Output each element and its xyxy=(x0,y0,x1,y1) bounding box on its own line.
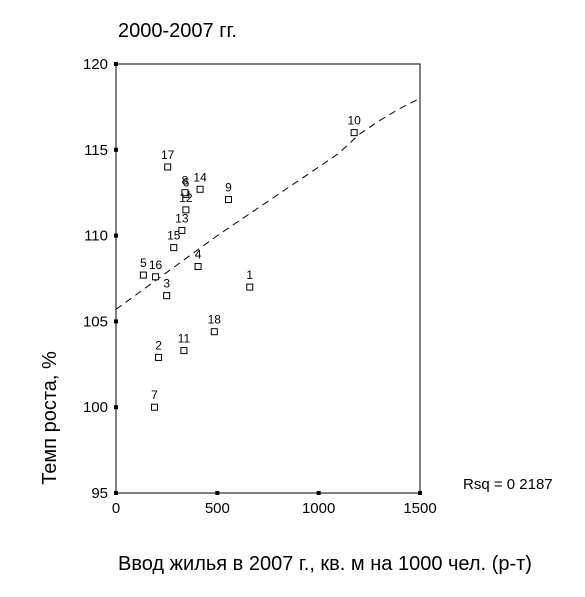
data-point-16 xyxy=(152,273,160,281)
x-tick-label-0: 0 xyxy=(112,500,120,517)
x-axis-title: Ввод жилья в 2007 г., кв. м на 1000 чел.… xyxy=(118,553,532,575)
y-axis-title: Темп роста, % xyxy=(39,351,61,485)
data-point-label-10: 10 xyxy=(347,114,361,128)
data-point-label-14: 14 xyxy=(193,170,207,184)
y-tick-mark-5 xyxy=(114,62,118,66)
data-point-label-17: 17 xyxy=(161,148,175,162)
data-point-18 xyxy=(210,328,218,336)
chart-title: 2000-2007 гг. xyxy=(118,20,237,42)
y-tick-mark-1 xyxy=(114,405,118,410)
data-point-5 xyxy=(139,271,147,279)
data-point-8 xyxy=(181,189,189,197)
y-tick-label-4: 115 xyxy=(84,142,108,159)
data-point-15 xyxy=(170,244,178,252)
data-point-label-1: 1 xyxy=(246,268,253,282)
data-point-label-12: 12 xyxy=(179,191,193,205)
data-point-9 xyxy=(224,196,232,204)
y-tick-label-0: 95 xyxy=(91,485,108,502)
data-point-12 xyxy=(182,206,190,214)
y-tick-label-3: 110 xyxy=(84,228,108,245)
data-point-label-11: 11 xyxy=(178,332,191,346)
data-point-14 xyxy=(196,185,204,193)
fit-line xyxy=(115,97,421,310)
data-point-label-4: 4 xyxy=(195,247,202,261)
plot-frame xyxy=(115,63,421,494)
data-point-label-15: 15 xyxy=(167,229,181,243)
x-tick-label-3: 1500 xyxy=(403,500,436,517)
data-point-1 xyxy=(246,283,254,291)
x-tick-mark-2 xyxy=(316,491,321,495)
data-point-label-13: 13 xyxy=(175,211,189,225)
data-point-label-7: 7 xyxy=(151,388,158,402)
x-tick-mark-3 xyxy=(418,491,422,495)
y-tick-label-1: 100 xyxy=(83,399,108,416)
y-tick-label-2: 105 xyxy=(83,313,108,330)
x-tick-label-1: 500 xyxy=(205,500,230,517)
y-tick-label-5: 120 xyxy=(83,56,108,73)
data-point-7 xyxy=(151,403,159,411)
x-tick-label-2: 1000 xyxy=(302,500,335,517)
data-point-2 xyxy=(155,353,163,361)
data-point-17 xyxy=(164,163,172,171)
data-point-label-5: 5 xyxy=(140,256,147,270)
y-tick-mark-4 xyxy=(114,147,118,152)
data-point-label-18: 18 xyxy=(208,313,222,327)
data-point-label-2: 2 xyxy=(155,338,162,352)
rsq-label: Rsq = 0 2187 xyxy=(463,476,553,493)
data-point-label-6: 6 xyxy=(183,175,190,189)
data-point-label-16: 16 xyxy=(149,258,163,272)
y-axis-ticks: 95 100 105 110 115 120 xyxy=(83,56,118,502)
data-point-10 xyxy=(350,129,358,137)
y-tick-mark-2 xyxy=(114,319,118,324)
x-tick-mark-0 xyxy=(114,491,118,495)
fit-line-path xyxy=(115,97,421,310)
data-point-3 xyxy=(163,292,171,300)
data-point-11 xyxy=(180,347,188,355)
data-point-label-9: 9 xyxy=(225,181,232,195)
x-axis-ticks: 0 500 1000 1500 xyxy=(112,491,437,517)
data-point-label-8: 8 xyxy=(182,174,189,188)
y-tick-mark-3 xyxy=(114,233,118,238)
x-tick-mark-1 xyxy=(215,491,220,495)
data-point-13 xyxy=(178,226,186,234)
data-point-4 xyxy=(194,262,202,270)
data-point-label-3: 3 xyxy=(163,277,170,291)
